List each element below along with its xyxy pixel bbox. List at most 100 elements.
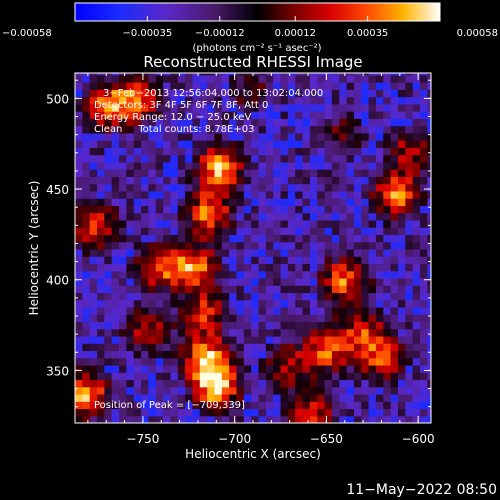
heatmap-cell bbox=[353, 386, 362, 395]
heatmap-cell bbox=[280, 314, 289, 323]
heatmap-cell bbox=[214, 74, 223, 83]
heatmap-cell bbox=[383, 386, 392, 395]
heatmap-cell bbox=[412, 277, 421, 286]
heatmap-cell bbox=[126, 82, 135, 90]
heatmap-cell bbox=[273, 372, 282, 381]
heatmap-cell bbox=[405, 364, 414, 373]
heatmap-cell bbox=[383, 263, 392, 272]
heatmap-cell bbox=[185, 357, 194, 366]
heatmap-cell bbox=[119, 147, 127, 156]
heatmap-cell bbox=[346, 96, 355, 105]
heatmap-cell bbox=[141, 299, 150, 308]
heatmap-cell bbox=[353, 248, 362, 257]
heatmap-cell bbox=[199, 147, 208, 156]
heatmap-cell bbox=[331, 379, 340, 388]
heatmap-cell bbox=[82, 401, 91, 410]
heatmap-cell bbox=[75, 205, 83, 214]
heatmap-cell bbox=[89, 277, 98, 286]
date-stamp: 11−May−2022 08:50 bbox=[346, 482, 497, 498]
heatmap-cell bbox=[412, 393, 421, 402]
heatmap-cell bbox=[148, 205, 157, 214]
heatmap-cell bbox=[331, 299, 340, 308]
heatmap-cell bbox=[280, 256, 289, 265]
heatmap-cell bbox=[251, 169, 260, 177]
heatmap-cell bbox=[375, 147, 384, 156]
heatmap-cell bbox=[258, 379, 267, 388]
heatmap-cell bbox=[412, 256, 421, 265]
heatmap-cell bbox=[361, 212, 370, 221]
heatmap-cell bbox=[397, 350, 406, 359]
heatmap-cell bbox=[229, 277, 238, 286]
heatmap-cell bbox=[375, 350, 384, 359]
heatmap-cell bbox=[251, 299, 260, 308]
heatmap-cell bbox=[207, 190, 216, 199]
heatmap-cell bbox=[148, 256, 157, 265]
heatmap-cell bbox=[265, 299, 274, 308]
heatmap-cell bbox=[287, 176, 296, 185]
heatmap-cell bbox=[75, 212, 83, 221]
heatmap-cell bbox=[177, 169, 186, 177]
heatmap-cell bbox=[390, 227, 399, 235]
heatmap-cell bbox=[390, 321, 399, 330]
heatmap-cell bbox=[427, 292, 431, 301]
heatmap-cell bbox=[427, 393, 431, 402]
heatmap-cell bbox=[133, 154, 142, 163]
heatmap-cell bbox=[82, 74, 91, 83]
heatmap-cell bbox=[148, 343, 157, 352]
heatmap-cell bbox=[339, 219, 348, 228]
heatmap-cell bbox=[148, 111, 157, 119]
heatmap-cell bbox=[419, 277, 428, 286]
heatmap-cell bbox=[324, 256, 333, 265]
heatmap-cell bbox=[405, 299, 414, 308]
heatmap-cell bbox=[361, 111, 370, 119]
heatmap-cell bbox=[177, 89, 186, 98]
heatmap-cell bbox=[243, 219, 252, 228]
heatmap-cell bbox=[287, 335, 296, 344]
heatmap-cell bbox=[361, 89, 370, 98]
heatmap-cell bbox=[368, 89, 377, 98]
heatmap-cell bbox=[324, 118, 333, 127]
heatmap-cell bbox=[207, 212, 216, 221]
heatmap-cell bbox=[258, 125, 267, 134]
heatmap-cell bbox=[163, 364, 172, 373]
heatmap-cell bbox=[89, 393, 98, 402]
heatmap-cell bbox=[309, 408, 318, 417]
heatmap-cell bbox=[368, 176, 377, 185]
heatmap-cell bbox=[89, 176, 98, 185]
heatmap-cell bbox=[185, 198, 194, 206]
heatmap-cell bbox=[427, 147, 431, 156]
heatmap-cell bbox=[383, 74, 392, 83]
heatmap-cell bbox=[419, 285, 428, 294]
heatmap-cell bbox=[265, 386, 274, 395]
heatmap-cell bbox=[309, 241, 318, 250]
heatmap-cell bbox=[390, 96, 399, 105]
heatmap-cell bbox=[236, 256, 245, 265]
heatmap-cell bbox=[302, 96, 311, 105]
heatmap-cell bbox=[295, 241, 304, 250]
heatmap-cell bbox=[324, 393, 333, 402]
heatmap-cell bbox=[251, 219, 260, 228]
heatmap-cell bbox=[185, 111, 194, 119]
heatmap-cell bbox=[405, 140, 414, 148]
heatmap-cell bbox=[405, 176, 414, 185]
heatmap-cell bbox=[419, 393, 428, 402]
heatmap-cell bbox=[273, 292, 282, 301]
heatmap-cell bbox=[353, 111, 362, 119]
heatmap-cell bbox=[126, 89, 135, 98]
heatmap-cell bbox=[155, 299, 164, 308]
heatmap-cell bbox=[309, 125, 318, 134]
heatmap-cell bbox=[170, 401, 179, 410]
heatmap-cell bbox=[104, 335, 113, 344]
heatmap-cell bbox=[427, 96, 431, 105]
heatmap-cell bbox=[141, 154, 150, 163]
heatmap-cell bbox=[287, 248, 296, 257]
heatmap-cell bbox=[89, 372, 98, 381]
heatmap-cell bbox=[412, 379, 421, 388]
x-axis-label: Heliocentric X (arcsec) bbox=[185, 447, 321, 461]
heatmap-cell bbox=[383, 314, 392, 323]
heatmap-cell bbox=[111, 183, 120, 192]
heatmap-cell bbox=[309, 350, 318, 359]
heatmap-cell bbox=[104, 125, 113, 134]
heatmap-cell bbox=[324, 212, 333, 221]
heatmap-cell bbox=[170, 89, 179, 98]
